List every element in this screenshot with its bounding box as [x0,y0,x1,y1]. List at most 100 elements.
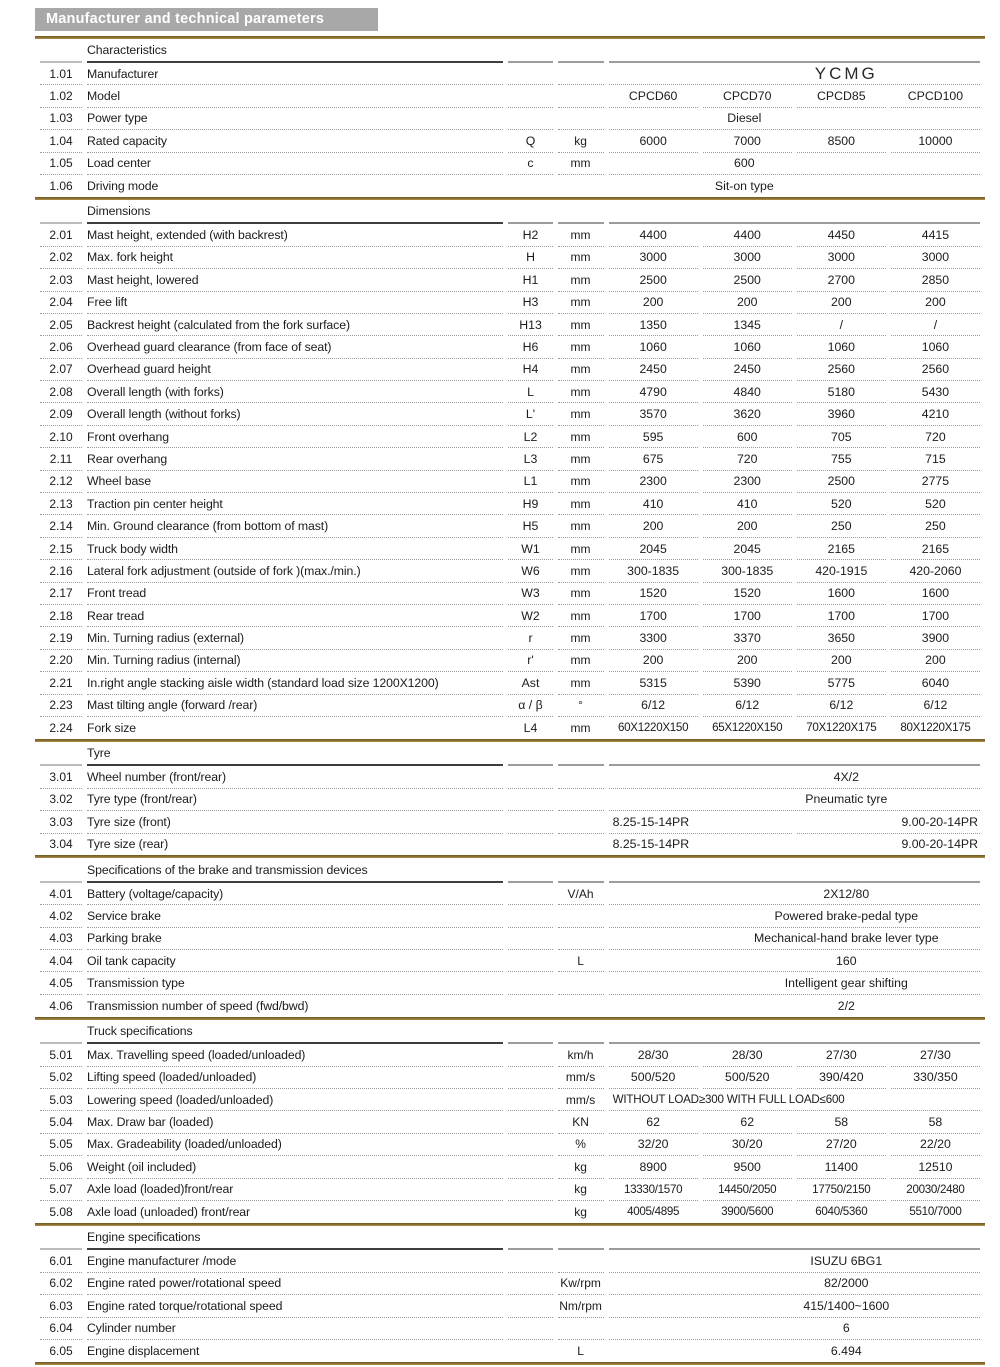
row-value: 8.25-15-14PR [608,811,792,834]
row-name: Min. Turning radius (external) [87,627,504,650]
row-value: 200 [890,650,980,673]
row-symbol [508,1273,553,1296]
row-num: 5.02 [40,1067,83,1090]
row-value: 17750/2150 [796,1179,886,1201]
section-divider-cell [35,1361,985,1365]
section-divider [35,1016,985,1020]
row-name: Lateral fork adjustment (outside of fork… [87,560,504,583]
table-row: 1.05 Load center c mm 600 [40,153,980,175]
row-value: Sit-on type [714,178,774,193]
table-row: 5.02 Lifting speed (loaded/unloaded) mm/s 5… [40,1067,980,1090]
row-name: Backrest height (calculated from the for… [87,314,504,337]
row-value: 1060 [608,336,698,359]
row-value: 2/2 [837,998,855,1013]
row-unit: mm [557,359,604,382]
row-value: 500/520 [702,1067,792,1090]
row-value: 10000 [890,130,980,153]
row-name: Service brake [87,905,504,928]
row-name: Mast tilting angle (forward /rear) [87,695,504,717]
row-name: Fork size [87,720,137,735]
row-value: 5775 [796,672,886,695]
row-unit: mm [557,471,604,494]
row-name: Wheel number (front/rear) [87,766,504,789]
row-value: 28/30 [702,1044,792,1067]
table-row: 2.19 Min. Turning radius (external) r mm 330… [40,627,980,650]
row-symbol: c [508,153,553,175]
row-symbol [508,1201,552,1222]
table-row: 4.02 Service brake Powered brake-pedal typ… [40,905,980,928]
row-value: 3570 [608,403,698,426]
row-value: 3620 [702,403,792,426]
row-value: Pneumatic tyre [608,789,980,812]
section-header-row: Dimensions [40,200,980,225]
table-row: 3.04 Tyre size (rear) 8.25-15-14PR 9.00-20-… [40,834,980,855]
table-row: 2.04 Free lift H3 mm 200 200 200 200 [40,292,980,314]
row-value: 200 [608,515,698,538]
table-row: 2.23 Mast tilting angle (forward /rear) α … [40,695,980,717]
row-symbol [508,1044,553,1067]
row-value: 4400 [702,224,792,247]
row-name: Lowering speed (loaded/unloaded) [87,1089,504,1112]
row-value: 8.25-15-14PR [612,837,690,852]
row-symbol: W3 [508,583,553,605]
row-value: CPCD85 [796,85,886,108]
section-header-symbol [508,859,553,883]
row-unit: mm [557,153,604,175]
row-symbol: Q [508,130,553,153]
row-num: 5.05 [40,1134,83,1157]
row-name: Overhead guard clearance (from face of s… [87,336,504,359]
row-unit: KN [557,1111,604,1134]
page-title: Manufacturer and technical parameters [35,8,378,31]
row-unit: mm/s [557,1067,604,1090]
row-value: 22/20 [890,1134,980,1157]
row-num: 2.21 [40,672,83,695]
row-value: 3000 [890,247,980,270]
row-value: 8500 [796,130,886,153]
row-value: / [796,314,886,337]
row-num: 2.03 [40,269,83,292]
table-row: 2.11 Rear overhang L3 mm 675 720 755 715 [40,448,980,471]
row-value: 1600 [796,583,886,605]
row-num: 2.04 [40,292,83,314]
row-unit: mm [557,560,604,583]
table-row: 3.02 Tyre type (front/rear) Pneumatic tyre [40,789,980,812]
table-row: 2.18 Rear tread W2 mm 1700 1700 1700 1700 [40,605,980,628]
row-symbol: H13 [508,314,553,337]
table-row: 5.06 Weight (oil included) kg 8900 9500 11400… [40,1156,980,1179]
row-value: 2850 [890,269,980,292]
row-value: Diesel [608,108,980,131]
row-value: 4400 [608,224,698,247]
row-name: Traction pin center height [87,493,504,516]
row-value: 2560 [890,359,980,382]
row-value: 4210 [890,403,980,426]
row-name: Weight (oil included) [87,1156,504,1179]
row-unit [557,1318,604,1340]
row-symbol: H6 [508,336,553,359]
row-name: Min. Ground clearance (from bottom of ma… [87,515,504,538]
row-value: 2300 [608,471,698,494]
section-header-num [40,1020,83,1045]
table-row: 2.15 Truck body width W1 mm 2045 2045 2165 2165 [40,538,980,561]
section-heading: Characteristics [87,39,504,63]
row-unit [557,63,604,86]
section-header-values [608,1226,980,1251]
row-value: WITHOUT LOAD≥300 WITH FULL LOAD≤600 [608,1089,980,1112]
table-row: 2.16 Lateral fork adjustment (outside of … [40,560,980,583]
row-value: 2500 [796,471,886,494]
row-value: 32/20 [608,1134,698,1157]
row-num: 5.07 [40,1179,83,1201]
row-num: 4.05 [40,972,83,995]
section-header-unit [557,39,604,63]
row-name: Engine rated power/rotational speed [87,1273,504,1296]
row-symbol [508,1340,552,1361]
row-value: 82/2000 [608,1273,980,1296]
table-row: 2.14 Min. Ground clearance (from bottom o… [40,515,980,538]
table-row: 4.03 Parking brake Mechanical-hand brake l… [40,928,980,951]
row-unit: mm [557,269,604,292]
row-num: 4.01 [40,883,83,906]
table-row: 4.05 Transmission type Intelligent gear sh… [40,972,980,995]
table-row: 6.02 Engine rated power/rotational speed K… [40,1273,980,1296]
row-value: 9500 [702,1156,792,1179]
row-value: 12510 [890,1156,980,1179]
row-value: 705 [796,426,886,449]
